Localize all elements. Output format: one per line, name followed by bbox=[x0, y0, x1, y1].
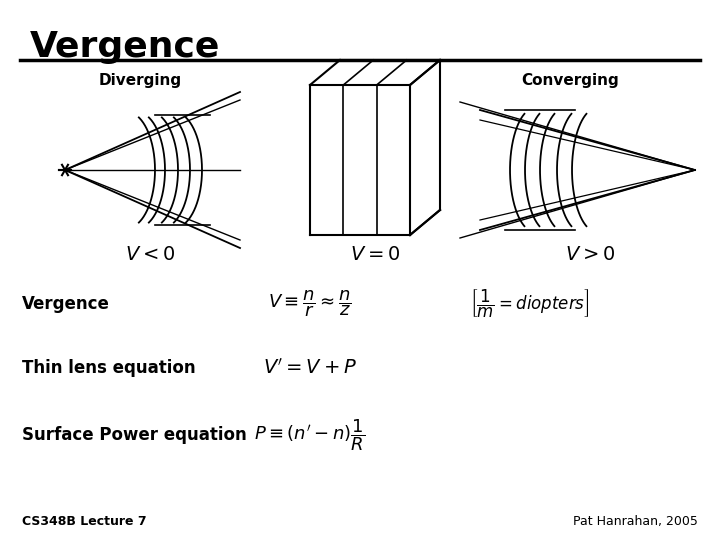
Text: $V' = V + P$: $V' = V + P$ bbox=[263, 358, 357, 378]
Text: $\left[\dfrac{1}{m} = diopters\right]$: $\left[\dfrac{1}{m} = diopters\right]$ bbox=[470, 288, 590, 320]
Text: Thin lens equation: Thin lens equation bbox=[22, 359, 196, 377]
Text: $P \equiv (n' - n)\dfrac{1}{R}$: $P \equiv (n' - n)\dfrac{1}{R}$ bbox=[254, 417, 366, 453]
Text: Vergence: Vergence bbox=[22, 295, 110, 313]
Text: Converging: Converging bbox=[521, 73, 619, 88]
Text: $V < 0$: $V < 0$ bbox=[125, 246, 175, 265]
Text: Diverging: Diverging bbox=[99, 73, 181, 88]
Text: Pat Hanrahan, 2005: Pat Hanrahan, 2005 bbox=[573, 515, 698, 528]
Text: CS348B Lecture 7: CS348B Lecture 7 bbox=[22, 515, 147, 528]
Text: $V > 0$: $V > 0$ bbox=[565, 246, 615, 265]
Text: Surface Power equation: Surface Power equation bbox=[22, 426, 247, 444]
Text: $V = 0$: $V = 0$ bbox=[350, 246, 400, 265]
Text: Vergence: Vergence bbox=[30, 30, 220, 64]
Text: $V \equiv \dfrac{n}{r} \approx \dfrac{n}{z}$: $V \equiv \dfrac{n}{r} \approx \dfrac{n}… bbox=[269, 289, 352, 319]
